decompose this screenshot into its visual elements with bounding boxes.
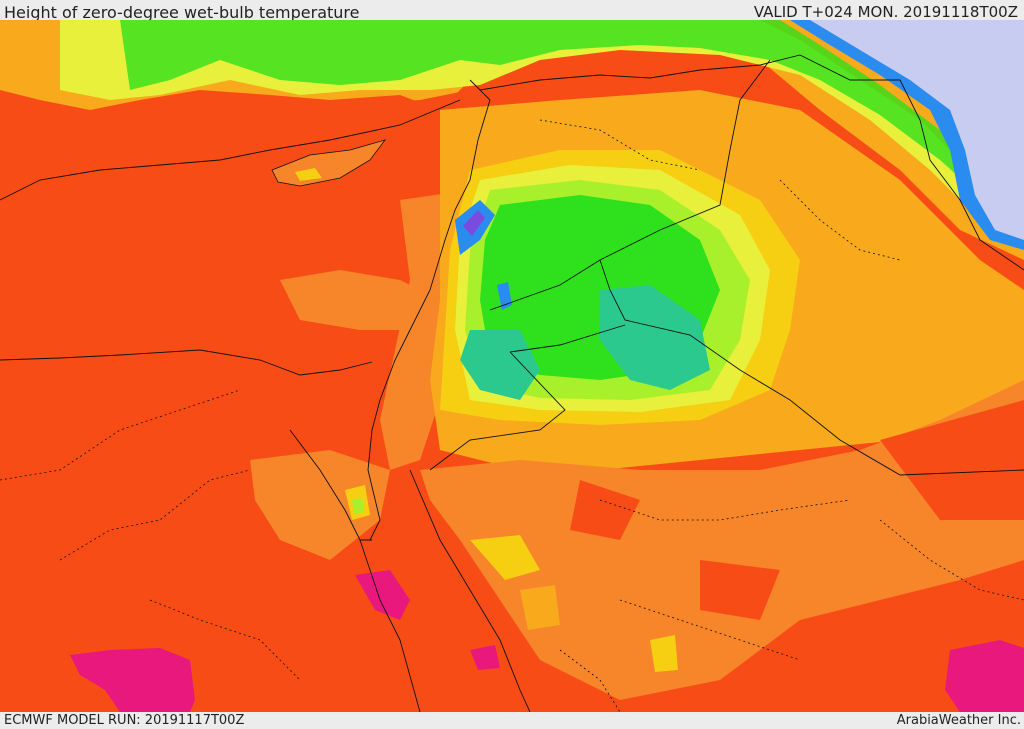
gulf-of-suez: [289, 429, 372, 541]
field-magenta-1: [70, 648, 195, 712]
field-magenta-3: [470, 645, 500, 670]
iran-iraq-border: [799, 54, 1024, 271]
egypt-coast: [0, 349, 373, 376]
borders: [0, 54, 1024, 712]
turkey-south-coast: [0, 99, 461, 201]
syria-iraq-border: [489, 59, 771, 311]
map-title: Height of zero-degree wet-bulb temperatu…: [4, 3, 360, 22]
red-sea-west-coast: [359, 539, 421, 712]
field-sinai-orange: [250, 450, 390, 560]
field-saudi-darkorange-1: [570, 480, 640, 540]
field-saudi-darkorange-3: [880, 400, 1024, 520]
credit-label: ArabiaWeather Inc.: [896, 713, 1021, 728]
header-bar: Height of zero-degree wet-bulb temperatu…: [0, 0, 1024, 22]
field-lebanon-violet: [463, 210, 485, 236]
iraq-saudi-border: [739, 369, 1024, 476]
field-caspian: [810, 20, 1024, 240]
red-sea-east-coast: [409, 469, 531, 712]
province-lines: [0, 119, 1024, 712]
field-saudi-darkorange-2: [700, 560, 780, 620]
weather-map: [0, 20, 1024, 712]
field-magenta-4: [945, 640, 1024, 712]
field-north-green: [120, 20, 1024, 225]
field-core-teal-1: [600, 285, 710, 390]
field-golan-blue: [497, 282, 512, 310]
turkey-syria-border: [479, 54, 801, 91]
field-saudi-orange-1: [420, 380, 1024, 700]
field-anatolia: [0, 90, 470, 210]
cyprus-yellow: [295, 168, 322, 181]
field-saudi-yellow-3: [650, 635, 678, 672]
field-sinai-green: [352, 498, 364, 514]
jordan-saudi-border: [429, 324, 626, 471]
field-magenta-2: [355, 570, 410, 620]
footer-bar: ECMWF MODEL RUN: 20191117T00Z ArabiaWeat…: [0, 712, 1024, 729]
field-med-orange: [280, 270, 440, 330]
levant-coastline: [367, 79, 491, 541]
field-core-teal-2: [460, 330, 540, 400]
field-saudi-yellow-2: [520, 585, 560, 630]
model-run-label: ECMWF MODEL RUN: 20191117T00Z: [4, 713, 245, 728]
field-saudi-yellow-1: [470, 535, 540, 580]
valid-time: VALID T+024 MON. 20191118T00Z: [753, 3, 1018, 21]
jordan-iraq-border: [599, 259, 741, 371]
